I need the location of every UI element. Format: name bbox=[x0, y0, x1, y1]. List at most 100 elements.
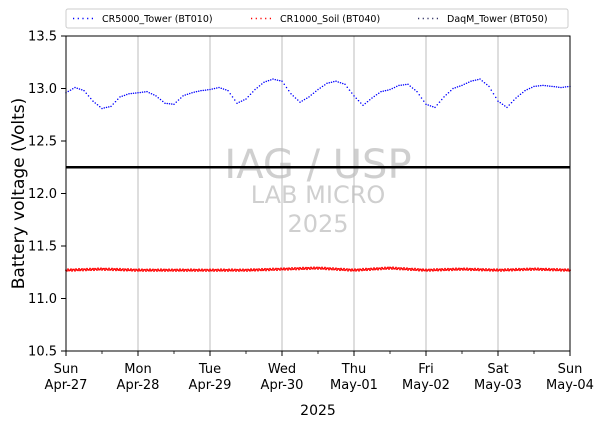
data-point bbox=[92, 100, 94, 102]
data-point bbox=[529, 267, 531, 270]
data-point bbox=[395, 266, 397, 269]
data-point bbox=[444, 267, 446, 270]
data-point bbox=[495, 269, 497, 272]
data-point bbox=[392, 266, 394, 269]
data-point bbox=[320, 268, 322, 270]
data-point bbox=[388, 268, 390, 270]
data-point bbox=[348, 89, 351, 91]
y-tick-label: 10.5 bbox=[28, 345, 57, 360]
data-point bbox=[421, 269, 423, 272]
data-point bbox=[122, 268, 124, 270]
data-point bbox=[88, 268, 90, 271]
data-point bbox=[263, 81, 265, 83]
data-point bbox=[281, 80, 283, 82]
data-point bbox=[152, 268, 154, 271]
data-point bbox=[97, 267, 99, 270]
grid bbox=[137, 36, 499, 351]
data-point bbox=[450, 89, 452, 92]
data-point bbox=[342, 82, 344, 85]
data-point bbox=[238, 101, 240, 103]
data-point bbox=[432, 269, 434, 272]
data-point bbox=[243, 99, 245, 101]
data-point bbox=[525, 268, 527, 271]
data-point bbox=[455, 267, 457, 270]
data-point bbox=[215, 268, 217, 271]
data-point bbox=[67, 268, 69, 271]
data-point bbox=[82, 269, 84, 272]
data-point bbox=[261, 83, 263, 85]
data-point bbox=[365, 267, 367, 270]
data-point bbox=[563, 269, 565, 272]
data-point bbox=[301, 100, 303, 102]
data-point bbox=[396, 85, 398, 88]
data-point bbox=[162, 100, 164, 103]
data-point bbox=[317, 88, 319, 91]
data-point bbox=[219, 269, 221, 272]
data-point bbox=[90, 97, 92, 100]
data-point bbox=[200, 89, 202, 92]
data-point bbox=[518, 267, 520, 270]
data-point bbox=[104, 269, 106, 272]
data-point bbox=[306, 97, 308, 99]
data-point bbox=[403, 267, 405, 269]
data-point bbox=[496, 268, 498, 271]
data-point bbox=[425, 103, 427, 105]
data-point bbox=[303, 98, 306, 101]
data-point bbox=[78, 88, 81, 90]
data-point bbox=[184, 94, 186, 96]
data-point bbox=[410, 269, 412, 272]
data-point bbox=[346, 86, 348, 88]
data-point bbox=[163, 268, 165, 271]
data-point bbox=[544, 84, 546, 87]
x-tick-label-day: Mon bbox=[124, 362, 151, 377]
data-point bbox=[186, 93, 189, 96]
legend-item-cr5000: CR5000_Tower (BT010) bbox=[73, 14, 213, 25]
data-point bbox=[373, 95, 375, 98]
x-tick-label-day: Tue bbox=[198, 362, 221, 377]
data-point bbox=[275, 267, 277, 270]
x-tick-label-day: Sat bbox=[487, 362, 508, 377]
data-point bbox=[74, 269, 76, 272]
data-point bbox=[335, 267, 337, 270]
data-point bbox=[118, 269, 120, 272]
data-point bbox=[291, 266, 293, 269]
data-point bbox=[173, 103, 175, 105]
data-point bbox=[439, 268, 441, 271]
data-point bbox=[227, 270, 229, 272]
data-point bbox=[413, 269, 415, 271]
data-point bbox=[112, 103, 114, 105]
data-point bbox=[485, 267, 487, 270]
data-point bbox=[344, 83, 346, 86]
data-point bbox=[74, 86, 76, 89]
data-point bbox=[514, 269, 516, 272]
data-point bbox=[402, 268, 404, 271]
data-point bbox=[451, 269, 453, 272]
data-point bbox=[257, 269, 259, 272]
data-point bbox=[225, 89, 227, 91]
data-point bbox=[548, 267, 550, 270]
data-point bbox=[70, 268, 72, 271]
data-point bbox=[454, 86, 456, 89]
data-point bbox=[560, 86, 562, 89]
data-point bbox=[211, 88, 213, 90]
data-point bbox=[316, 266, 318, 269]
data-point bbox=[258, 85, 261, 87]
data-point bbox=[216, 87, 218, 89]
data-point bbox=[488, 85, 490, 88]
data-point bbox=[427, 104, 429, 106]
data-point bbox=[357, 268, 359, 271]
data-point bbox=[141, 91, 144, 93]
y-axis: 10.5 11.0 11.5 12.0 12.5 13.0 13.5 bbox=[28, 30, 66, 360]
data-point bbox=[353, 269, 355, 272]
data-point bbox=[417, 268, 419, 270]
data-point bbox=[564, 86, 567, 88]
data-point bbox=[189, 269, 191, 272]
data-point bbox=[383, 267, 385, 270]
data-point bbox=[195, 90, 198, 93]
legend-label-cr5000: CR5000_Tower (BT010) bbox=[102, 14, 213, 25]
data-point bbox=[432, 105, 434, 108]
data-point bbox=[312, 267, 314, 270]
data-point bbox=[531, 86, 533, 89]
data-point bbox=[305, 266, 307, 269]
data-point bbox=[416, 90, 418, 93]
